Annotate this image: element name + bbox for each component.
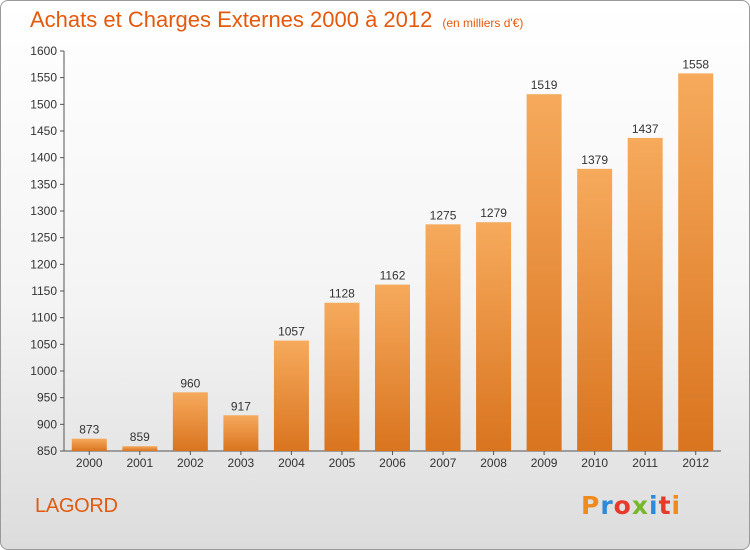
chart-title-text: Achats et Charges Externes 2000 à 2012 [30,7,433,32]
logo-letter: o [613,491,632,520]
bar-2000 [71,438,107,451]
chart-title-unit: (en milliers d'€) [442,16,524,30]
x-tick-label: 2003 [228,456,255,470]
x-tick-label: 2009 [531,456,558,470]
bar-2012 [678,73,714,452]
data-label: 873 [79,423,99,437]
x-tick-label: 2000 [76,456,103,470]
y-tick-label: 1150 [31,284,57,298]
x-tick-label: 2011 [632,456,658,470]
logo-letter: t [658,491,672,520]
y-tick-label: 950 [37,391,57,405]
data-label: 1558 [682,57,709,71]
data-label: 917 [231,399,251,413]
data-label: 1128 [329,287,355,301]
x-tick-label: 2005 [329,456,356,470]
bar-2010 [577,168,613,451]
chart-bars [71,73,714,452]
y-tick-label: 1200 [30,257,57,271]
logo-letter: i [671,491,682,520]
y-tick-label: 850 [37,444,57,458]
y-tick-label: 1100 [31,311,57,325]
data-label: 960 [180,376,200,390]
chart-axes: 850 900 950 1000 1050 1100 1150 1200 1250 1300 135… [30,44,721,458]
x-tick-label: 2008 [480,456,507,470]
x-tick-label: 2010 [581,456,608,470]
y-tick-label: 1600 [30,44,57,58]
bar-2004 [273,340,309,451]
y-tick-label: 1550 [30,71,57,85]
data-label: 1162 [380,269,406,283]
bar-2008 [476,222,512,451]
logo-letter: i [649,491,659,520]
logo-letter: P [581,491,601,520]
bar-2003 [223,415,259,451]
x-tick-label: 2002 [177,456,204,470]
data-label: 1519 [531,78,558,92]
y-tick-label: 1500 [30,97,57,111]
y-tick-label: 1450 [30,124,57,138]
data-label: 1379 [581,153,608,167]
x-tick-label: 2001 [126,456,153,470]
chart-labels: 2000 873 2001 859 2002 960 2003 917 2004 1057 2005… [76,57,709,470]
x-tick-label: 2012 [682,456,709,470]
bar-2011 [627,137,663,451]
y-tick-label: 1300 [30,204,57,218]
data-label: 1057 [278,325,305,339]
bar-2001 [122,446,158,451]
x-tick-label: 2004 [278,456,305,470]
data-label: 1275 [430,208,457,222]
bar-2007 [425,224,461,451]
y-tick-label: 1350 [30,177,57,191]
bar-2002 [172,392,208,451]
x-tick-label: 2006 [379,456,406,470]
logo-letter: r [600,491,614,520]
data-label: 1279 [480,206,507,220]
chart-title: Achats et Charges Externes 2000 à 2012 (e… [30,7,523,33]
proxiti-logo: Proxiti [581,491,681,520]
bar-2009 [526,94,562,451]
data-label: 859 [130,430,150,444]
data-label: 1437 [632,122,659,136]
bar-2006 [375,284,410,451]
y-tick-label: 1000 [30,364,57,378]
y-tick-label: 1050 [30,337,57,351]
bar-2005 [324,302,360,451]
y-tick-label: 1250 [30,231,57,245]
y-tick-label: 900 [37,417,57,431]
y-tick-label: 1400 [30,151,57,165]
commune-name: LAGORD [35,495,118,517]
logo-letter: x [631,491,649,520]
x-tick-label: 2007 [430,456,457,470]
